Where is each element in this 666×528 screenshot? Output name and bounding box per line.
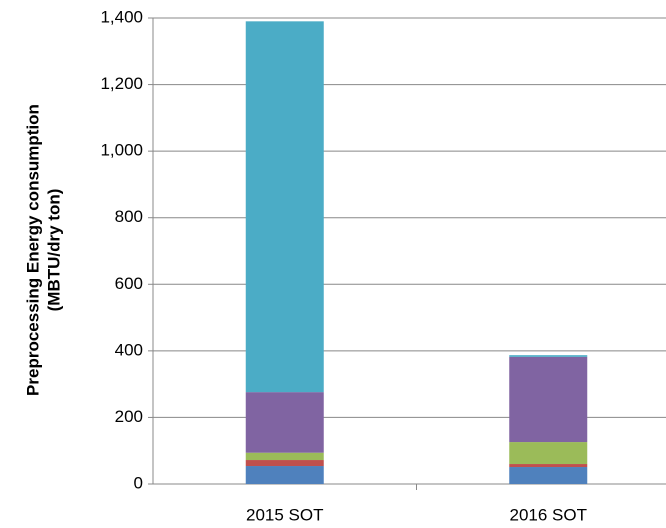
y-tick-label: 1,000: [100, 141, 143, 160]
y-tick-label: 800: [115, 207, 143, 226]
bar-segment: [245, 21, 324, 393]
y-tick-label: 0: [134, 473, 143, 492]
x-tick-label: 2016 SOT: [510, 505, 588, 524]
y-axis-title-line: (MBTU/dry ton): [44, 189, 63, 312]
bar-segment: [509, 355, 588, 357]
y-tick-label: 1,200: [100, 74, 143, 93]
y-tick-label: 600: [115, 274, 143, 293]
y-tick-label: 200: [115, 407, 143, 426]
y-tick-label: 400: [115, 340, 143, 359]
y-axis-title-line: Preprocessing Energy consumption: [23, 104, 42, 396]
y-tick-label: 1,400: [100, 7, 143, 26]
bar-segment: [245, 452, 324, 461]
bar-segment: [509, 464, 588, 468]
x-tick-label: 2015 SOT: [246, 505, 324, 524]
bar-segment: [245, 466, 324, 484]
y-axis-title: Preprocessing Energy consumption (MBTU/d…: [23, 104, 63, 396]
bar-segment: [509, 356, 588, 443]
bar-segment: [245, 392, 324, 453]
bar-segment: [509, 442, 588, 465]
bar-segment: [245, 460, 324, 467]
bar-segment: [509, 467, 588, 484]
